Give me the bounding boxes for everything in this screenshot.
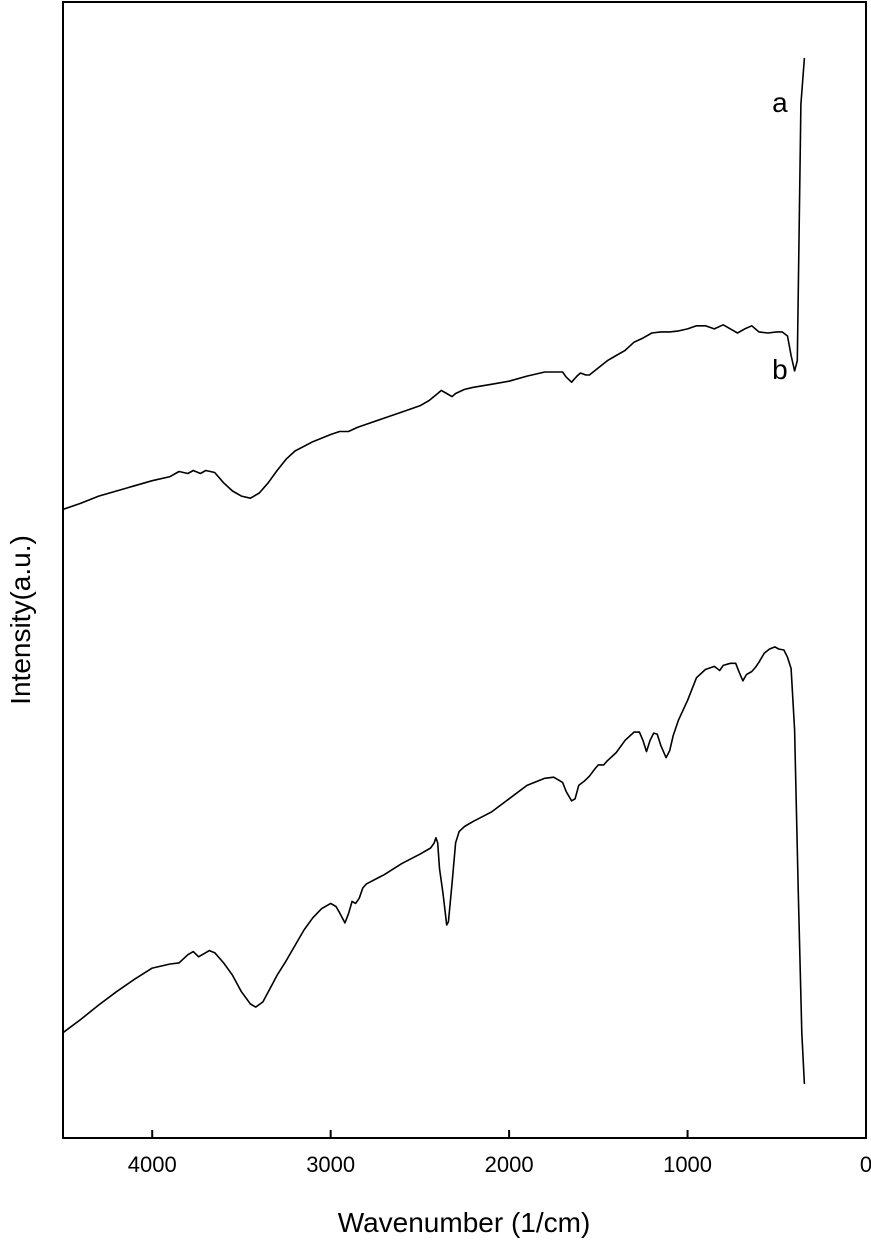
x-tick-label: 4000: [128, 1152, 177, 1177]
x-axis-label: Wavenumber (1/cm): [338, 1207, 591, 1238]
x-axis-ticks: 4000 3000 2000 1000 0: [128, 1130, 871, 1177]
x-tick-label: 3000: [306, 1152, 355, 1177]
series-label-a: a: [772, 87, 788, 118]
plot-frame: [62, 1, 867, 1139]
y-axis-label: Intensity(a.u.): [5, 535, 36, 705]
series-curves: ab: [62, 57, 806, 1085]
series-label-b: b: [772, 354, 788, 385]
x-tick-label: 1000: [663, 1152, 712, 1177]
series-line-b: [62, 646, 806, 1085]
series-line-a: [62, 57, 806, 511]
x-tick-label: 0: [860, 1152, 871, 1177]
x-tick-label: 2000: [485, 1152, 534, 1177]
